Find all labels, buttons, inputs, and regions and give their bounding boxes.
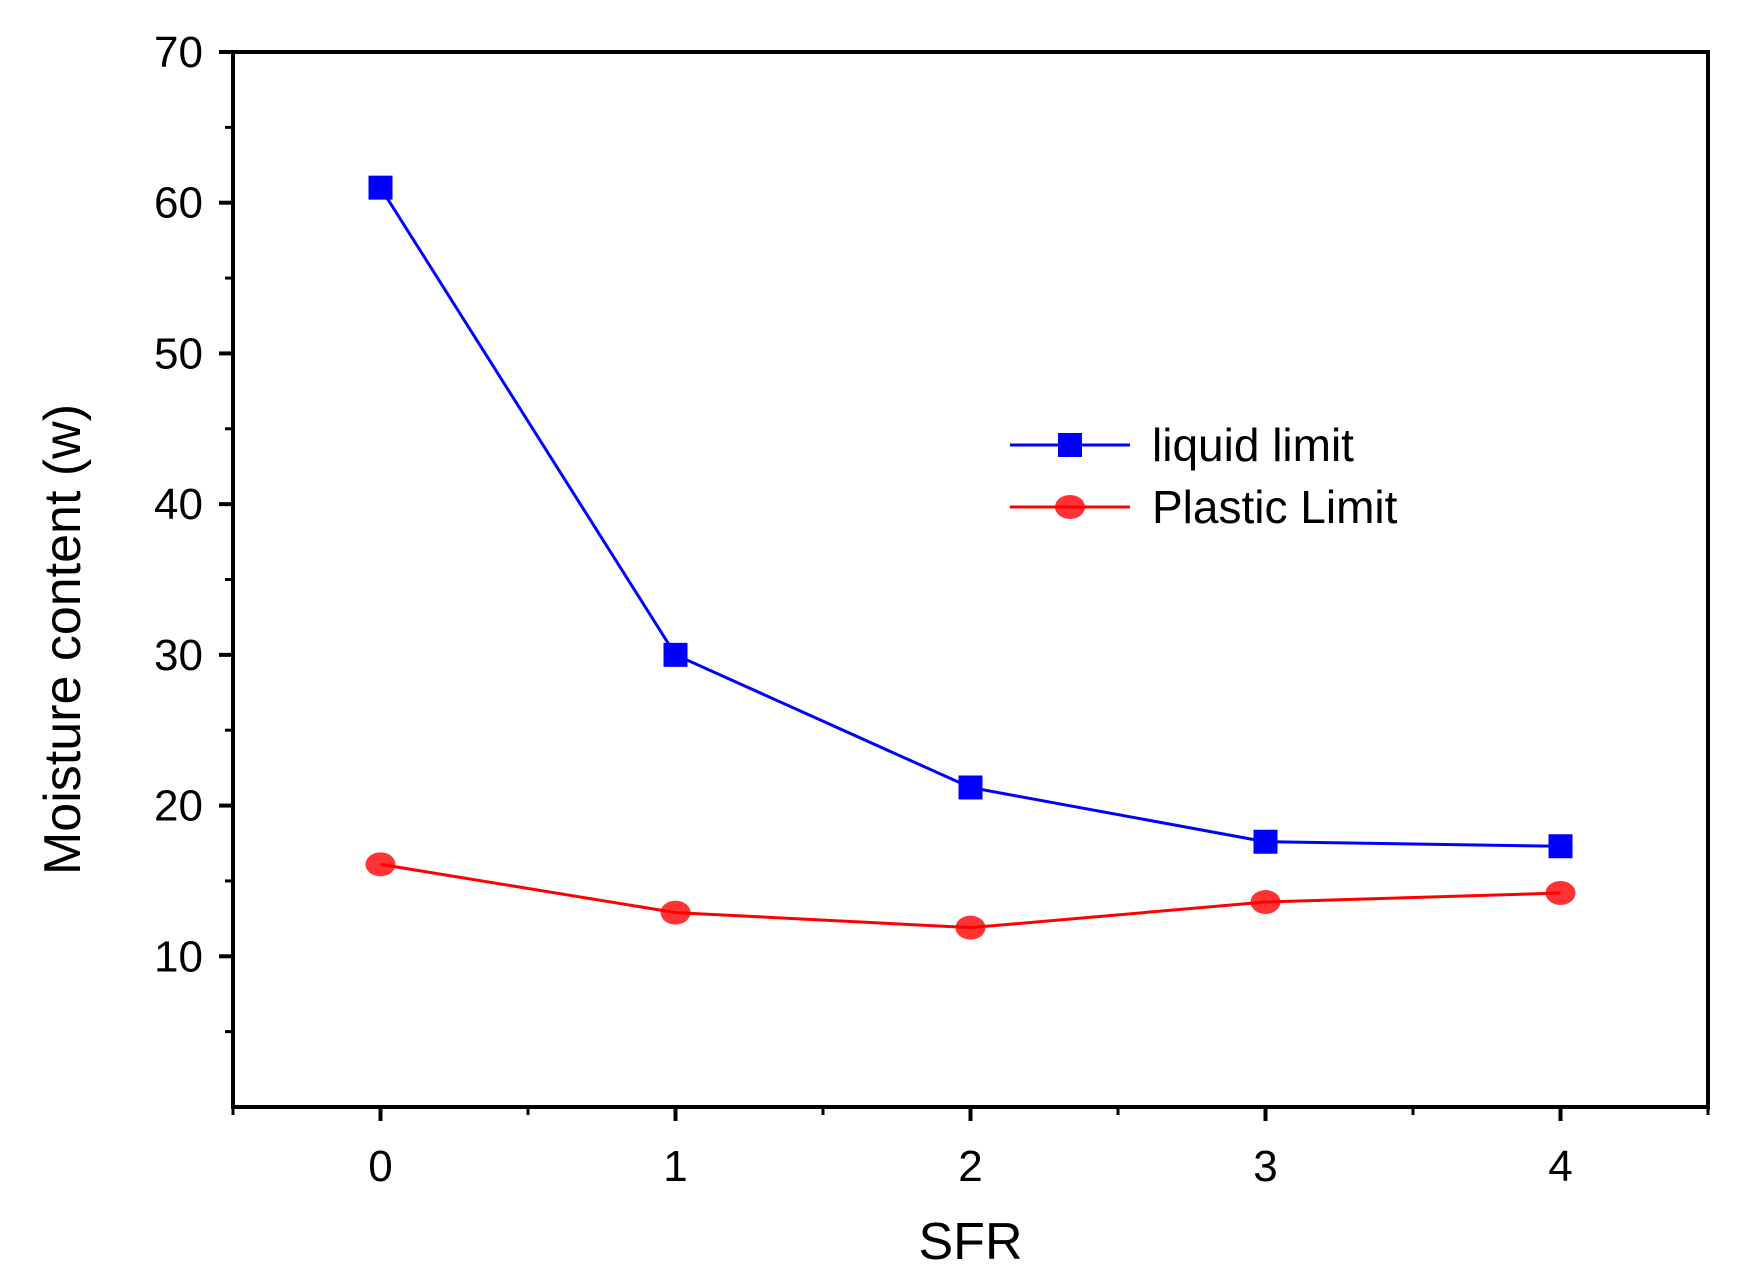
data-point-plastic-limit — [365, 852, 396, 877]
y-tick-label: 40 — [154, 480, 203, 529]
x-tick-label: 4 — [1548, 1142, 1572, 1191]
y-tick-label: 20 — [154, 782, 203, 831]
y-tick-label: 60 — [154, 179, 203, 228]
x-tick-label: 2 — [958, 1142, 982, 1191]
x-axis-ticks: 0 1 2 3 4 — [231, 1107, 1710, 1191]
x-tick-label: 3 — [1253, 1142, 1277, 1191]
plot-border — [231, 50, 1710, 1109]
data-point-plastic-limit — [660, 900, 691, 925]
y-axis-ticks: 10 20 30 40 50 60 70 — [154, 28, 233, 1034]
data-point-liquid-limit — [1253, 829, 1278, 854]
x-tick-label: 1 — [663, 1142, 687, 1191]
legend-label: Plastic Limit — [1152, 481, 1398, 533]
data-point-plastic-limit — [1545, 880, 1576, 905]
data-point-liquid-limit — [1548, 834, 1573, 859]
series-layer — [365, 175, 1576, 940]
legend: liquid limit Plastic Limit — [1010, 419, 1398, 533]
data-point-plastic-limit — [955, 915, 986, 940]
legend-label: liquid limit — [1152, 419, 1354, 471]
x-axis-title: SFR — [919, 1213, 1023, 1271]
data-point-liquid-limit — [663, 642, 688, 667]
data-point-liquid-limit — [368, 175, 393, 200]
legend-marker-circle — [1055, 495, 1085, 519]
y-tick-label: 70 — [154, 28, 203, 77]
y-axis-title: Moisture content (w) — [34, 404, 92, 875]
x-tick-label: 0 — [368, 1142, 392, 1191]
plot-frame — [231, 50, 1710, 1109]
legend-marker-square — [1058, 433, 1082, 457]
y-tick-label: 30 — [154, 631, 203, 680]
data-point-liquid-limit — [958, 775, 983, 800]
data-point-plastic-limit — [1250, 890, 1281, 915]
y-tick-label: 10 — [154, 932, 203, 981]
y-tick-label: 50 — [154, 329, 203, 378]
